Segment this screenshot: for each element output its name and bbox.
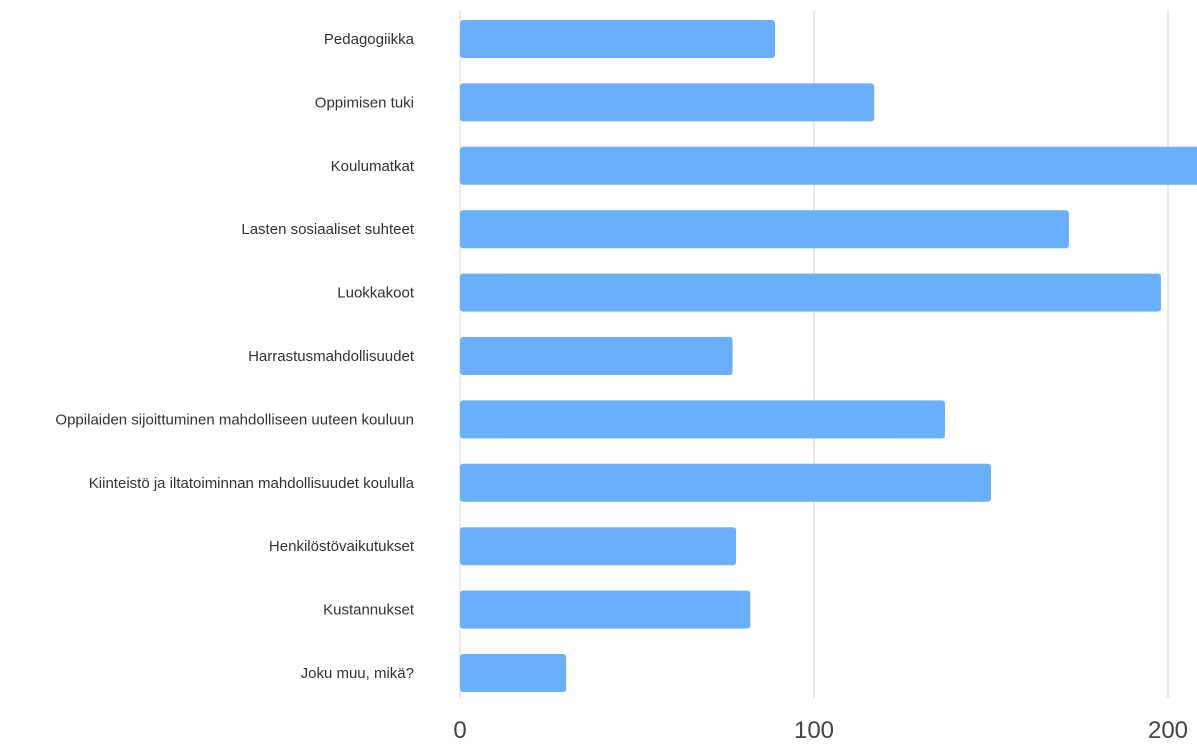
bar-6 [460,400,945,439]
bar-1 [460,83,875,122]
category-label-5: Harrastusmahdollisuudet [248,348,415,365]
category-label-8: Henkilöstövaikutukset [269,538,415,555]
bar-7 [460,463,991,502]
x-tick-label-0: 0 [453,717,466,740]
category-label-6: Oppilaiden sijoittuminen mahdolliseen uu… [55,411,414,428]
bar-0 [460,20,776,58]
x-tick-label-200: 200 [1148,717,1188,740]
bar-10 [460,654,567,692]
category-label-7: Kiinteistö ja iltatoiminnan mahdollisuud… [89,475,415,492]
bar-3 [460,210,1069,249]
category-label-2: Koulumatkat [331,158,415,175]
category-labels: Pedagogiikka Oppimisen tuki Koulumatkat Las… [55,31,414,682]
bar-4 [460,273,1161,312]
category-label-4: Luokkakoot [337,285,415,302]
category-label-1: Oppimisen tuki [315,94,414,111]
bars [460,20,1197,692]
bar-9 [460,590,751,629]
category-label-10: Joku muu, mikä? [301,665,414,682]
bar-5 [460,337,733,375]
category-label-0: Pedagogiikka [324,31,415,48]
bar-8 [460,527,737,566]
x-axis-tick-labels: 0 100 200 [453,717,1188,744]
category-label-9: Kustannukset [323,602,415,619]
x-tick-label-100: 100 [794,717,834,740]
category-label-3: Lasten sosiaaliset suhteet [241,221,414,238]
bar-2 [460,146,1197,185]
